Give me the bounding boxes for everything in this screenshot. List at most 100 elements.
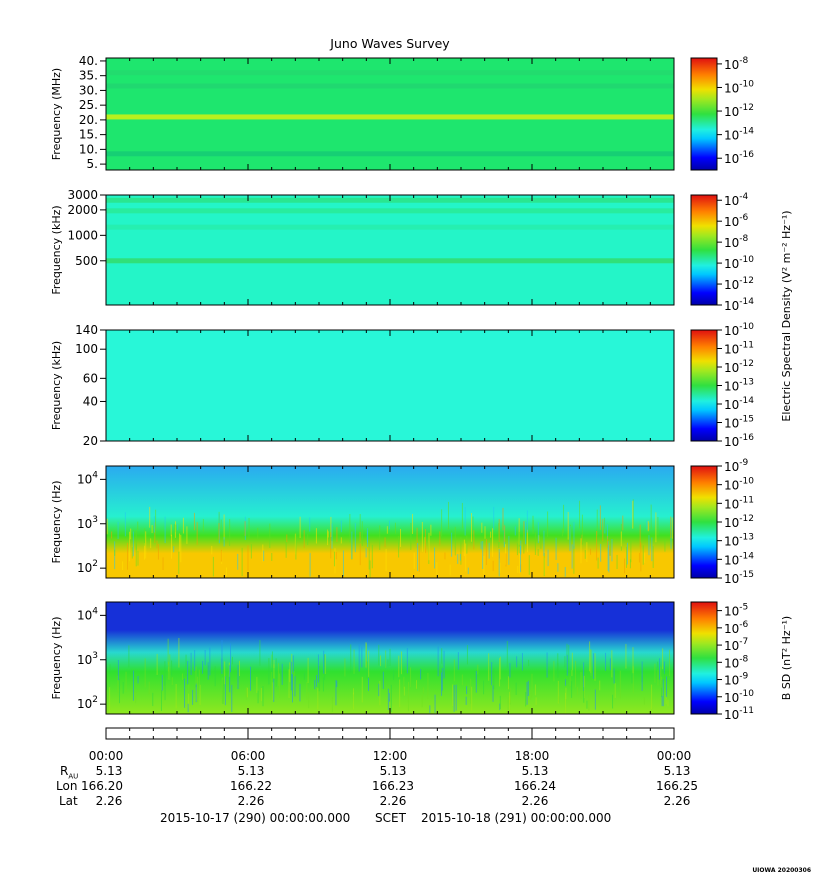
spectrogram-noise (257, 690, 259, 704)
spectrogram-noise (611, 650, 613, 678)
spectrogram-noise (650, 504, 652, 529)
colorbar-tick-label: 10-6 (724, 213, 749, 229)
colorbar-tick-label: 10-14 (724, 297, 754, 313)
spectrogram-noise (659, 658, 661, 680)
colorbar-tick-label: 10-8 (724, 654, 749, 670)
spectrogram-noise (640, 542, 642, 572)
spectrogram-noise (184, 678, 186, 708)
spectrogram-noise (530, 689, 532, 700)
spectrogram-noise (540, 536, 542, 549)
spectrogram-noise (403, 676, 405, 690)
spectrogram-noise (193, 512, 195, 531)
spectrogram-noise (564, 692, 566, 714)
spectrogram-noise (557, 663, 559, 678)
spectrogram-noise (505, 553, 507, 567)
spectrogram-noise (441, 648, 443, 664)
spectrogram-noise (182, 673, 184, 680)
spectrogram-noise (211, 545, 213, 555)
spectrogram-noise (620, 531, 622, 547)
spectrogram-noise (483, 680, 485, 695)
spectrogram-noise (323, 650, 325, 674)
spectrogram-noise (186, 526, 188, 544)
spectrogram-noise (619, 670, 621, 699)
spectrogram-noise (231, 656, 233, 665)
spectrogram-noise (246, 687, 248, 698)
spectrogram-noise (528, 659, 530, 667)
colorbar-tick-label: 10-13 (724, 378, 754, 394)
spectrogram-noise (609, 658, 611, 671)
colorbar-tick-label: 10-16 (724, 150, 754, 166)
spectrogram-noise (477, 664, 479, 675)
spectrogram-noise (581, 514, 583, 545)
colorbar (690, 601, 718, 715)
ephemeris-value: 166.23 (372, 779, 414, 793)
spectrogram-noise (124, 512, 126, 537)
spectrogram-noise (509, 691, 511, 710)
spectrogram-noise (106, 518, 108, 535)
spectrogram-noise (299, 683, 301, 702)
spectrogram-noise (557, 563, 559, 572)
spectrogram-noise (662, 679, 664, 707)
spectrogram-noise (182, 517, 184, 534)
spectrogram-noise (516, 543, 518, 556)
spectrogram-noise (122, 561, 124, 570)
spectrogram-noise (164, 674, 166, 701)
spectrogram-noise (386, 526, 388, 534)
spectrogram-noise (520, 545, 522, 573)
spectrogram-noise (534, 684, 536, 696)
spectrogram-noise (164, 516, 166, 544)
y-tick-label: 60 (83, 371, 98, 385)
ephemeris-value: 5.13 (238, 764, 265, 778)
spectrogram-noise (443, 650, 445, 679)
ephemeris-value: 166.24 (514, 779, 556, 793)
y-axis-label: Frequency (Hz) (50, 617, 63, 700)
spectrogram-noise (155, 509, 157, 534)
spectrogram-noise (508, 535, 510, 565)
spectrogram-noise (648, 535, 650, 556)
spectrogram-noise (429, 705, 431, 713)
spectrogram-noise (160, 690, 162, 711)
colorbar-tick-label: 10-12 (724, 359, 754, 375)
spectrogram-noise (223, 537, 225, 547)
spectrogram-noise (162, 557, 164, 570)
y-axis-label: Frequency (kHz) (50, 205, 63, 294)
spectrogram-noise (421, 521, 423, 552)
spectrogram-noise (308, 691, 310, 709)
spectrogram-noise (244, 521, 246, 536)
colorbar-tick-label: 10-14 (724, 396, 754, 412)
y-tick-label: 30. (79, 83, 98, 97)
spectrogram-noise (238, 660, 240, 677)
spectrogram-noise (148, 681, 150, 695)
spectrogram-noise (532, 520, 534, 535)
spectrogram-noise (609, 541, 611, 556)
spectrogram-noise (664, 538, 666, 552)
spectrogram-noise (576, 686, 578, 696)
ephem-label-lon: Lon (56, 779, 78, 793)
ephemeris-value: 166.22 (230, 779, 272, 793)
spectrogram-noise (303, 672, 305, 680)
spectrogram-noise (368, 540, 370, 570)
spectrogram-noise (231, 684, 233, 712)
spectrogram-noise (144, 528, 146, 546)
spectrogram-noise (114, 549, 116, 556)
spectrogram-noise (177, 524, 179, 531)
spectrogram-noise (607, 541, 609, 572)
ephemeris-value: 2.26 (96, 794, 123, 808)
spectrogram-noise (571, 652, 573, 671)
spectrogram-noise (222, 679, 224, 704)
spectrogram-noise (361, 521, 363, 546)
spectrogram-noise (588, 695, 590, 711)
spectrogram-noise (498, 518, 500, 542)
spectrogram-noise (441, 509, 443, 537)
y-tick-label: 100 (75, 342, 98, 356)
spectrogram-noise (580, 672, 582, 699)
colorbar-tick-label: 10-14 (724, 127, 754, 143)
spectrogram-noise (293, 671, 295, 695)
spectrogram-noise (271, 654, 273, 668)
spectrogram-noise (483, 555, 485, 575)
spectrogram-noise (499, 656, 501, 680)
spectrogram-noise (453, 659, 455, 682)
spectrogram-noise (368, 678, 370, 692)
spectrogram-noise (394, 522, 396, 534)
spectrogram-noise (525, 521, 527, 545)
